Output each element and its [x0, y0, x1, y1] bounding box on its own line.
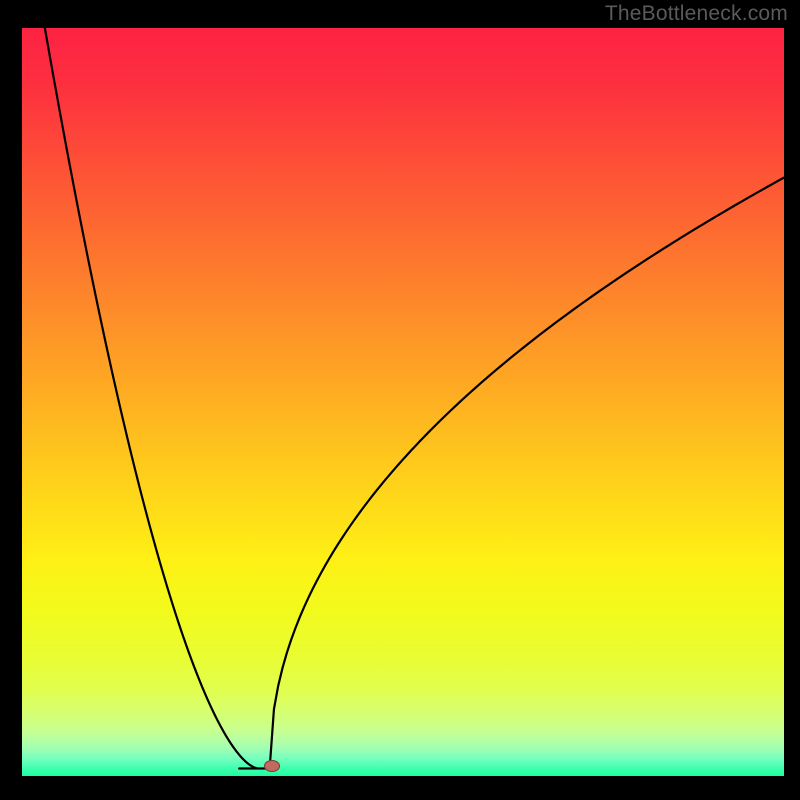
- plot-area: [22, 28, 784, 776]
- optimal-point-marker: [264, 760, 280, 772]
- chart-frame: TheBottleneck.com: [0, 0, 800, 800]
- bottleneck-curve: [22, 28, 784, 776]
- bottleneck-curve-path: [45, 28, 784, 769]
- watermark-text: TheBottleneck.com: [605, 2, 788, 26]
